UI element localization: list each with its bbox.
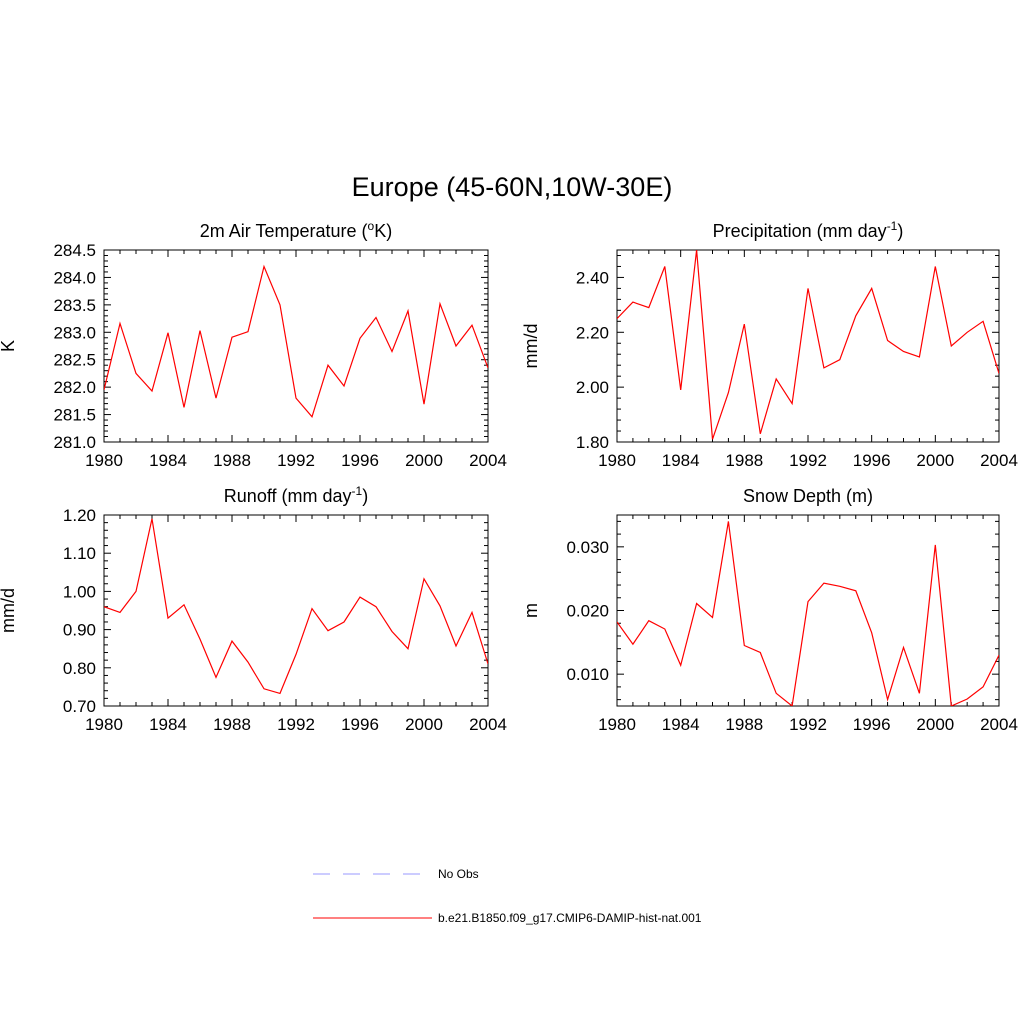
x-tick-label: 1996: [853, 715, 891, 734]
y-tick-label: 0.020: [566, 602, 609, 621]
y-tick-label: 2.00: [576, 378, 609, 397]
x-tick-label: 1996: [853, 451, 891, 470]
panel-title: Runoff (mm day-1): [224, 484, 368, 506]
y-tick-label: 2.40: [576, 268, 609, 287]
panels: 2m Air Temperature (oK) K 1980 1984 1988 1992…: [0, 219, 1018, 734]
y-tick-label: 284.5: [53, 241, 96, 260]
series-line: [104, 264, 488, 419]
panel-title: Precipitation (mm day-1): [713, 219, 904, 241]
series-line: [104, 518, 488, 695]
x-tick-label: 1984: [149, 715, 187, 734]
panel-title-end: ): [897, 221, 903, 241]
panel-1: 2m Air Temperature (oK) K 1980 1984 1988 1992…: [0, 219, 507, 470]
series-line: [617, 250, 999, 440]
legend: No Obs b.e21.B1850.f09_g17.CMIP6-DAMIP-hi…: [313, 867, 702, 925]
x-tick-label: 1980: [85, 451, 123, 470]
x-tick-label: 1984: [662, 451, 700, 470]
y-tick-label: 1.10: [63, 544, 96, 563]
panel-title-main: Snow Depth (m): [743, 486, 873, 506]
y-axis-label: mm/d: [0, 588, 18, 633]
y-tick-label: 1.20: [63, 506, 96, 525]
panel-3: Runoff (mm day-1) mm/d 1980 1984 1988 1992 199…: [0, 484, 507, 734]
y-axis-label: mm/d: [521, 324, 541, 369]
y-tick-label: 282.0: [53, 378, 96, 397]
y-tick-label: 2.20: [576, 323, 609, 342]
panel-title-sup: -1: [352, 484, 363, 498]
y-tick-label: 0.90: [63, 621, 96, 640]
series-line: [617, 521, 999, 706]
y-tick-label: 1.80: [576, 433, 609, 452]
x-tick-label: 2004: [980, 715, 1018, 734]
x-tick-label: 1992: [789, 715, 827, 734]
x-tick-label: 2000: [916, 715, 954, 734]
panel-title-sup: o: [368, 219, 375, 233]
panel-title-main: Runoff (mm day: [224, 486, 352, 506]
x-tick-label: 2000: [405, 715, 443, 734]
x-tick-label: 2004: [980, 451, 1018, 470]
panel-title: 2m Air Temperature (oK): [200, 219, 392, 241]
x-tick-label: 1980: [598, 451, 636, 470]
x-tick-label: 2000: [405, 451, 443, 470]
y-tick-label: 281.0: [53, 433, 96, 452]
x-tick-label: 1996: [341, 451, 379, 470]
y-tick-label: 0.010: [566, 665, 609, 684]
panel-title: Snow Depth (m): [743, 486, 873, 506]
plot-frame: [103, 514, 489, 707]
x-tick-label: 1988: [213, 715, 251, 734]
x-tick-label: 1980: [85, 715, 123, 734]
x-tick-label: 1988: [213, 451, 251, 470]
y-axis-label: m: [521, 603, 541, 618]
x-tick-label: 1996: [341, 715, 379, 734]
panel-title-main: 2m Air Temperature (: [200, 221, 368, 241]
x-tick-label: 1992: [277, 451, 315, 470]
y-tick-label: 0.030: [566, 538, 609, 557]
x-tick-label: 1980: [598, 715, 636, 734]
y-axis-label: K: [0, 340, 18, 352]
x-tick-label: 2004: [469, 715, 507, 734]
x-tick-label: 1988: [725, 715, 763, 734]
y-tick-label: 0.80: [63, 659, 96, 678]
figure-title: Europe (45-60N,10W-30E): [352, 172, 673, 202]
panel-title-main: Precipitation (mm day: [713, 221, 887, 241]
y-tick-label: 284.0: [53, 268, 96, 287]
plot-frame: [616, 249, 1000, 443]
y-tick-label: 283.0: [53, 323, 96, 342]
x-tick-label: 1984: [662, 715, 700, 734]
legend-label: No Obs: [438, 867, 479, 881]
x-tick-label: 1988: [725, 451, 763, 470]
plot-frame: [103, 249, 489, 443]
x-tick-label: 1984: [149, 451, 187, 470]
x-tick-label: 2004: [469, 451, 507, 470]
y-tick-label: 0.70: [63, 697, 96, 716]
x-tick-label: 1992: [789, 451, 827, 470]
y-tick-label: 1.00: [63, 582, 96, 601]
panel-title-end: K): [374, 221, 392, 241]
panel-title-end: ): [362, 486, 368, 506]
x-tick-label: 2000: [916, 451, 954, 470]
y-tick-label: 283.5: [53, 296, 96, 315]
legend-label: b.e21.B1850.f09_g17.CMIP6-DAMIP-hist-nat…: [438, 911, 702, 925]
y-tick-label: 281.5: [53, 406, 96, 425]
panel-4: Snow Depth (m) m 1980 1984 1988 1992 1996 2000 2…: [521, 486, 1018, 734]
panel-2: Precipitation (mm day-1) mm/d 1980 1984 1988…: [521, 219, 1018, 470]
y-tick-label: 282.5: [53, 351, 96, 370]
x-tick-label: 1992: [277, 715, 315, 734]
panel-title-sup: -1: [887, 219, 898, 233]
